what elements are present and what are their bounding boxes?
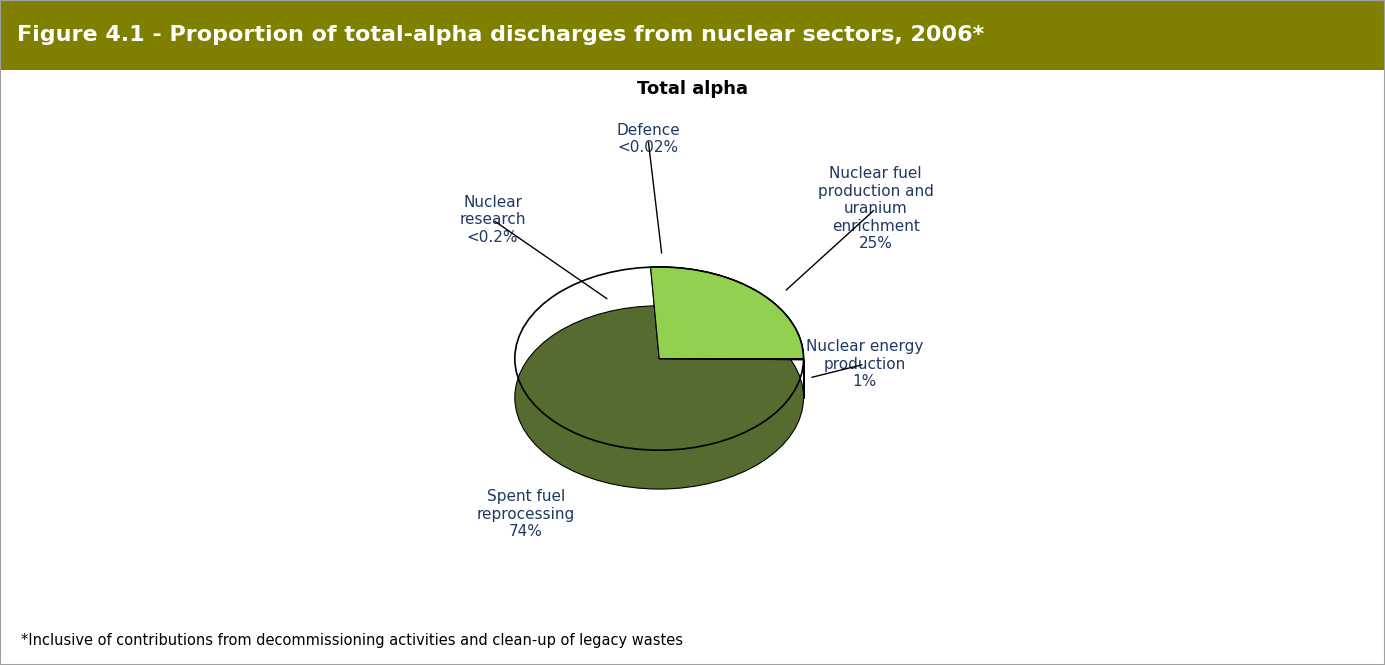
Polygon shape [651, 267, 803, 360]
Polygon shape [651, 267, 659, 358]
Ellipse shape [515, 306, 803, 489]
Polygon shape [659, 358, 803, 360]
Polygon shape [659, 267, 803, 358]
Text: Defence
<0.02%: Defence <0.02% [616, 123, 680, 156]
Text: Total alpha: Total alpha [637, 80, 748, 98]
Text: *Inclusive of contributions from decommissioning activities and clean-up of lega: *Inclusive of contributions from decommi… [21, 633, 683, 648]
Text: Spent fuel
reprocessing
74%: Spent fuel reprocessing 74% [476, 489, 575, 539]
Text: Nuclear
research
<0.2%: Nuclear research <0.2% [460, 195, 526, 245]
Text: Figure 4.1 - Proportion of total-alpha discharges from nuclear sectors, 2006*: Figure 4.1 - Proportion of total-alpha d… [17, 25, 983, 45]
Text: Nuclear fuel
production and
uranium
enrichment
25%: Nuclear fuel production and uranium enri… [817, 166, 933, 251]
Text: Nuclear energy
production
1%: Nuclear energy production 1% [806, 339, 924, 389]
